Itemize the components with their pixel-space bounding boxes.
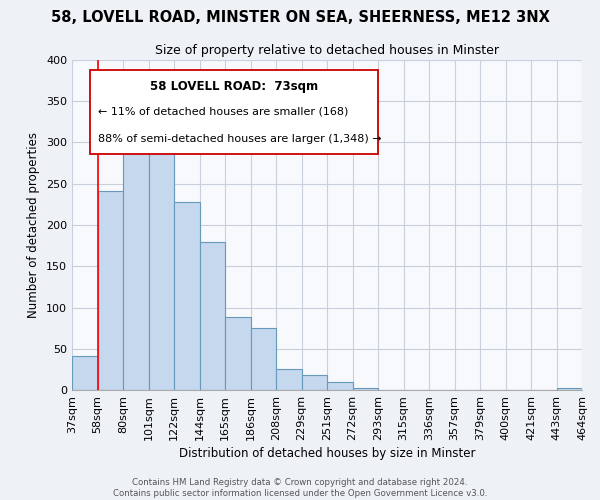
Title: Size of property relative to detached houses in Minster: Size of property relative to detached ho… (155, 44, 499, 58)
Bar (149, 120, 174, 390)
Bar (97, 191, 123, 390)
Bar (327, 382, 353, 390)
Bar (72, 356, 97, 390)
Bar (123, 138, 149, 390)
X-axis label: Distribution of detached houses by size in Minster: Distribution of detached houses by size … (179, 447, 475, 460)
Bar (225, 318, 251, 390)
Text: 88% of semi-detached houses are larger (1,348) →: 88% of semi-detached houses are larger (… (97, 134, 381, 144)
Text: Contains HM Land Registry data © Crown copyright and database right 2024.
Contai: Contains HM Land Registry data © Crown c… (113, 478, 487, 498)
Bar (302, 375, 327, 390)
Bar (557, 388, 582, 390)
Bar (276, 370, 302, 390)
Bar (199, 242, 225, 390)
Text: 58 LOVELL ROAD:  73sqm: 58 LOVELL ROAD: 73sqm (150, 80, 318, 93)
Y-axis label: Number of detached properties: Number of detached properties (28, 132, 40, 318)
Text: ← 11% of detached houses are smaller (168): ← 11% of detached houses are smaller (16… (97, 107, 348, 117)
Text: 58, LOVELL ROAD, MINSTER ON SEA, SHEERNESS, ME12 3NX: 58, LOVELL ROAD, MINSTER ON SEA, SHEERNE… (50, 10, 550, 25)
Bar (353, 388, 378, 390)
Bar (251, 328, 276, 390)
Bar (174, 202, 199, 390)
FancyBboxPatch shape (90, 70, 378, 154)
